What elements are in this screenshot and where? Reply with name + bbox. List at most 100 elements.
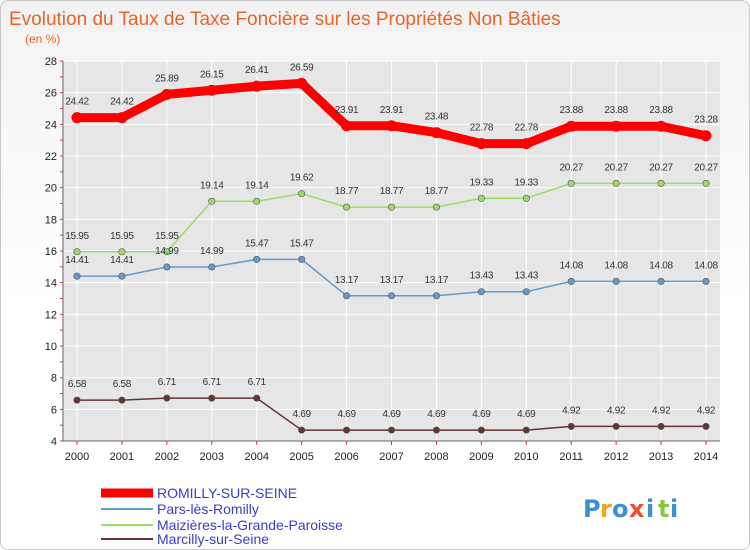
data-point bbox=[208, 263, 216, 271]
data-label: 14.41 bbox=[65, 255, 89, 266]
data-label: 15.47 bbox=[290, 238, 314, 249]
data-label: 24.42 bbox=[110, 97, 134, 108]
data-point bbox=[118, 248, 126, 256]
data-point bbox=[73, 396, 81, 404]
data-point bbox=[298, 255, 306, 263]
data-point bbox=[612, 277, 620, 285]
data-point bbox=[522, 426, 530, 434]
data-point bbox=[253, 197, 261, 205]
data-point bbox=[477, 288, 485, 296]
logo-letter: x bbox=[629, 495, 645, 523]
data-point bbox=[657, 422, 665, 430]
data-point bbox=[387, 203, 395, 211]
data-label: 13.17 bbox=[380, 275, 404, 286]
data-point bbox=[430, 127, 442, 139]
y-tick-label: 22 bbox=[45, 151, 57, 163]
data-label: 13.17 bbox=[335, 275, 359, 286]
data-point bbox=[565, 120, 577, 132]
axes: 4 6 8 10 12 14 16 18 20 22 24 26 28 2000 2001 2002 2003 2… bbox=[45, 56, 720, 463]
data-label: 18.77 bbox=[335, 186, 359, 197]
data-point bbox=[432, 426, 440, 434]
data-label: 23.91 bbox=[335, 105, 359, 116]
y-tick-label: 12 bbox=[45, 309, 57, 321]
data-point bbox=[477, 426, 485, 434]
data-point bbox=[702, 179, 710, 187]
data-label: 26.59 bbox=[290, 62, 314, 73]
data-point bbox=[251, 80, 263, 92]
x-tick-label: 2008 bbox=[424, 451, 448, 463]
data-point bbox=[298, 426, 306, 434]
data-label: 4.69 bbox=[517, 409, 536, 420]
data-label: 6.58 bbox=[68, 379, 87, 390]
x-tick-label: 2012 bbox=[604, 451, 628, 463]
data-label: 14.08 bbox=[649, 260, 673, 271]
data-label: 18.77 bbox=[425, 186, 449, 197]
x-tick-label: 2005 bbox=[289, 451, 313, 463]
y-tick-label: 14 bbox=[45, 278, 57, 290]
x-tick-label: 2003 bbox=[200, 451, 224, 463]
x-tick-label: 2013 bbox=[649, 451, 673, 463]
chart-subtitle: (en %) bbox=[25, 32, 60, 46]
data-label: 23.91 bbox=[380, 105, 404, 116]
logo-letter: i bbox=[646, 495, 654, 523]
data-point bbox=[520, 138, 532, 150]
data-label: 15.47 bbox=[245, 238, 269, 249]
data-point bbox=[208, 197, 216, 205]
data-point bbox=[610, 120, 622, 132]
data-label: 18.77 bbox=[380, 186, 404, 197]
x-tick-label: 2011 bbox=[559, 451, 583, 463]
data-label: 4.69 bbox=[293, 409, 312, 420]
data-point bbox=[163, 248, 171, 256]
data-point bbox=[475, 138, 487, 150]
legend-label: ROMILLY-SUR-SEINE bbox=[157, 485, 297, 501]
data-point bbox=[702, 277, 710, 285]
data-label: 6.71 bbox=[158, 377, 177, 388]
data-point bbox=[116, 112, 128, 124]
data-label: 14.08 bbox=[604, 260, 628, 271]
x-tick-label: 2004 bbox=[244, 451, 268, 463]
data-point bbox=[296, 77, 308, 89]
data-label: 14.99 bbox=[200, 246, 224, 257]
data-point bbox=[612, 179, 620, 187]
data-label: 20.27 bbox=[649, 162, 673, 173]
data-label: 4.92 bbox=[697, 405, 716, 416]
x-tick-label: 2010 bbox=[514, 451, 538, 463]
data-point bbox=[567, 277, 575, 285]
data-label: 13.17 bbox=[425, 275, 449, 286]
data-label: 22.78 bbox=[515, 123, 539, 134]
data-label: 4.92 bbox=[652, 405, 671, 416]
data-label: 4.92 bbox=[562, 405, 581, 416]
data-label: 15.95 bbox=[110, 231, 134, 242]
legend-label: Maizières-la-Grande-Paroisse bbox=[157, 517, 343, 533]
data-label: 6.71 bbox=[203, 377, 222, 388]
data-label: 23.88 bbox=[649, 105, 673, 116]
logo-letter: r bbox=[600, 495, 612, 523]
data-point bbox=[522, 288, 530, 296]
data-label: 6.58 bbox=[113, 379, 132, 390]
y-tick-label: 28 bbox=[45, 56, 57, 68]
data-point bbox=[253, 255, 261, 263]
x-tick-label: 2007 bbox=[379, 451, 403, 463]
y-tick-label: 4 bbox=[51, 436, 57, 448]
data-label: 13.43 bbox=[470, 271, 494, 282]
data-point bbox=[118, 272, 126, 280]
data-point bbox=[118, 396, 126, 404]
data-label: 15.95 bbox=[155, 231, 179, 242]
data-label: 4.69 bbox=[472, 409, 491, 420]
data-label: 20.27 bbox=[559, 162, 583, 173]
data-point bbox=[343, 426, 351, 434]
data-point bbox=[341, 120, 353, 132]
x-tick-label: 2002 bbox=[155, 451, 179, 463]
data-label: 19.62 bbox=[290, 173, 314, 184]
data-point bbox=[387, 426, 395, 434]
data-label: 4.69 bbox=[337, 409, 356, 420]
y-tick-label: 18 bbox=[45, 214, 57, 226]
data-label: 26.41 bbox=[245, 65, 269, 76]
data-point bbox=[163, 263, 171, 271]
data-point bbox=[161, 88, 173, 100]
data-point bbox=[73, 248, 81, 256]
chart-title: Evolution du Taux de Taxe Foncière sur l… bbox=[9, 9, 561, 30]
data-label: 22.78 bbox=[470, 123, 494, 134]
